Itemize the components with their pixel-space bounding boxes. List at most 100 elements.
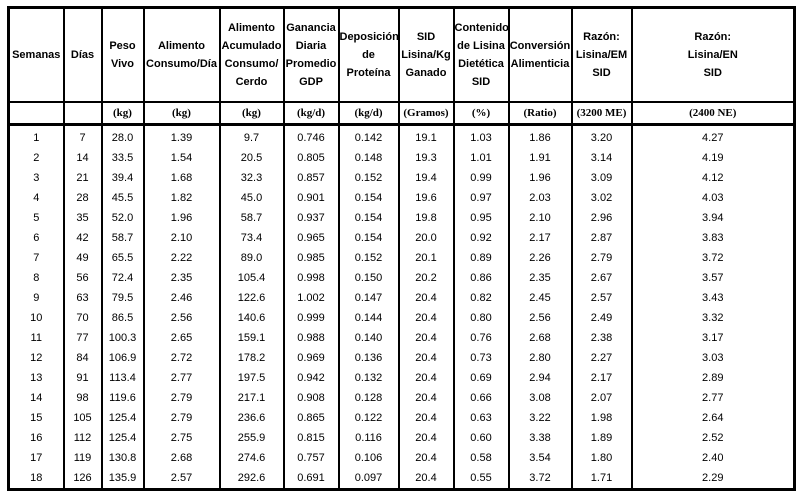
cell-conversion-alimenticia: 2.17 bbox=[507, 228, 573, 248]
cell-conversion-alimenticia: 3.72 bbox=[507, 468, 573, 490]
col-header-sid-lisina-kg-ganado-line: Lisina/Kg bbox=[401, 49, 451, 61]
cell-razon-lisina-en-sid: 3.94 bbox=[630, 208, 796, 228]
cell-contenido-lisina-sid: 0.58 bbox=[452, 448, 510, 468]
cell-conversion-alimenticia: 2.10 bbox=[507, 208, 573, 228]
cell-razon-lisina-en-sid: 3.17 bbox=[630, 328, 796, 348]
cell-razon-lisina-em-sid: 2.38 bbox=[570, 328, 633, 348]
cell-ganancia-diaria-gdp: 0.937 bbox=[282, 208, 340, 228]
cell-razon-lisina-em-sid: 2.27 bbox=[570, 348, 633, 368]
cell-contenido-lisina-sid: 0.55 bbox=[452, 468, 510, 490]
cell-semanas: 16 bbox=[7, 428, 65, 448]
col-header-dias-line: Días bbox=[70, 49, 95, 61]
cell-razon-lisina-em-sid: 2.07 bbox=[570, 388, 633, 408]
col-header-razon-lisina-en-sid-line: Lisina/EN bbox=[687, 49, 738, 61]
cell-razon-lisina-em-sid: 3.14 bbox=[570, 148, 633, 168]
col-header-deposicion-proteina-line: Proteína bbox=[346, 67, 391, 79]
unit-ganancia-diaria-gdp: (kg/d) bbox=[282, 102, 340, 126]
cell-sid-lisina-kg-ganado: 20.4 bbox=[397, 408, 455, 428]
col-header-contenido-lisina-sid-line: SID bbox=[471, 76, 491, 88]
cell-peso-vivo: 113.4 bbox=[100, 368, 145, 388]
col-header-alimento-acumulado-line: Alimento bbox=[227, 22, 276, 34]
cell-razon-lisina-en-sid: 3.57 bbox=[630, 268, 796, 288]
unit-razon-lisina-en-sid: (2400 NE) bbox=[630, 102, 796, 126]
cell-peso-vivo: 130.8 bbox=[100, 448, 145, 468]
cell-semanas: 11 bbox=[7, 328, 65, 348]
cell-sid-lisina-kg-ganado: 20.4 bbox=[397, 328, 455, 348]
cell-semanas: 3 bbox=[7, 168, 65, 188]
cell-sid-lisina-kg-ganado: 19.3 bbox=[397, 148, 455, 168]
cell-peso-vivo: 79.5 bbox=[100, 288, 145, 308]
col-header-semanas-line: Semanas bbox=[12, 49, 61, 61]
cell-deposicion-proteina: 0.147 bbox=[337, 288, 400, 308]
col-header-ganancia-diaria-gdp-line: Promedio bbox=[285, 58, 337, 70]
cell-dias: 84 bbox=[62, 348, 103, 368]
cell-contenido-lisina-sid: 0.73 bbox=[452, 348, 510, 368]
cell-alimento-acumulado: 217.1 bbox=[218, 388, 285, 408]
unit-dias bbox=[62, 102, 103, 126]
cell-sid-lisina-kg-ganado: 20.0 bbox=[397, 228, 455, 248]
table-row: 3 21 39.4 1.68 32.3 0.857 0.152 19.4 0.99 1.96 3.0… bbox=[7, 168, 796, 188]
cell-alimento-acumulado: 292.6 bbox=[218, 468, 285, 490]
cell-razon-lisina-en-sid: 4.27 bbox=[630, 124, 796, 148]
unit-alimento-consumo-dia: (kg) bbox=[142, 102, 221, 126]
cell-alimento-consumo-dia: 2.72 bbox=[142, 348, 221, 368]
cell-peso-vivo: 28.0 bbox=[100, 124, 145, 148]
cell-sid-lisina-kg-ganado: 20.4 bbox=[397, 368, 455, 388]
cell-sid-lisina-kg-ganado: 20.4 bbox=[397, 468, 455, 490]
cell-razon-lisina-em-sid: 2.79 bbox=[570, 248, 633, 268]
cell-contenido-lisina-sid: 1.03 bbox=[452, 124, 510, 148]
cell-semanas: 10 bbox=[7, 308, 65, 328]
cell-conversion-alimenticia: 2.03 bbox=[507, 188, 573, 208]
cell-alimento-consumo-dia: 2.79 bbox=[142, 408, 221, 428]
cell-deposicion-proteina: 0.152 bbox=[337, 168, 400, 188]
cell-razon-lisina-em-sid: 1.98 bbox=[570, 408, 633, 428]
cell-razon-lisina-em-sid: 2.17 bbox=[570, 368, 633, 388]
cell-semanas: 15 bbox=[7, 408, 65, 428]
cell-razon-lisina-en-sid: 3.43 bbox=[630, 288, 796, 308]
cell-ganancia-diaria-gdp: 0.969 bbox=[282, 348, 340, 368]
table-row: 6 42 58.7 2.10 73.4 0.965 0.154 20.0 0.92 2.17 2.8… bbox=[7, 228, 796, 248]
cell-alimento-acumulado: 236.6 bbox=[218, 408, 285, 428]
cell-semanas: 6 bbox=[7, 228, 65, 248]
cell-sid-lisina-kg-ganado: 20.4 bbox=[397, 288, 455, 308]
unit-razon-lisina-em-sid: (3200 ME) bbox=[570, 102, 633, 126]
col-header-peso-vivo-line: Vivo bbox=[110, 58, 135, 70]
cell-alimento-consumo-dia: 1.39 bbox=[142, 124, 221, 148]
cell-alimento-acumulado: 45.0 bbox=[218, 188, 285, 208]
table-body: 1 7 28.0 1.39 9.7 0.746 0.142 19.1 1.03 1.86 3.20 4… bbox=[7, 124, 796, 490]
cell-peso-vivo: 119.6 bbox=[100, 388, 145, 408]
cell-razon-lisina-em-sid: 3.20 bbox=[570, 124, 633, 148]
cell-alimento-consumo-dia: 2.65 bbox=[142, 328, 221, 348]
col-header-alimento-acumulado-line: Acumulado bbox=[221, 40, 282, 52]
unit-alimento-acumulado: (kg) bbox=[218, 102, 285, 126]
cell-contenido-lisina-sid: 0.95 bbox=[452, 208, 510, 228]
col-header-deposicion-proteina-line: de bbox=[362, 49, 375, 61]
cell-semanas: 7 bbox=[7, 248, 65, 268]
col-header-contenido-lisina-sid-line: Dietética bbox=[458, 58, 504, 70]
cell-peso-vivo: 125.4 bbox=[100, 428, 145, 448]
cell-alimento-acumulado: 140.6 bbox=[218, 308, 285, 328]
cell-alimento-acumulado: 122.6 bbox=[218, 288, 285, 308]
cell-razon-lisina-em-sid: 2.49 bbox=[570, 308, 633, 328]
cell-alimento-consumo-dia: 2.68 bbox=[142, 448, 221, 468]
cell-deposicion-proteina: 0.122 bbox=[337, 408, 400, 428]
cell-alimento-consumo-dia: 2.56 bbox=[142, 308, 221, 328]
col-header-alimento-acumulado-line: Consumo/ bbox=[224, 58, 279, 70]
cell-alimento-acumulado: 255.9 bbox=[218, 428, 285, 448]
cell-ganancia-diaria-gdp: 0.908 bbox=[282, 388, 340, 408]
cell-alimento-acumulado: 274.6 bbox=[218, 448, 285, 468]
cell-sid-lisina-kg-ganado: 19.6 bbox=[397, 188, 455, 208]
cell-sid-lisina-kg-ganado: 20.2 bbox=[397, 268, 455, 288]
cell-semanas: 5 bbox=[7, 208, 65, 228]
cell-deposicion-proteina: 0.154 bbox=[337, 188, 400, 208]
cell-ganancia-diaria-gdp: 0.965 bbox=[282, 228, 340, 248]
col-header-razon-lisina-en-sid-line: Razón: bbox=[694, 31, 732, 43]
table-row: 16 112 125.4 2.75 255.9 0.815 0.116 20.4 0.60 3.3… bbox=[7, 428, 796, 448]
table-row: 13 91 113.4 2.77 197.5 0.942 0.132 20.4 0.69 2.94… bbox=[7, 368, 796, 388]
cell-alimento-consumo-dia: 2.35 bbox=[142, 268, 221, 288]
cell-ganancia-diaria-gdp: 0.746 bbox=[282, 124, 340, 148]
cell-semanas: 17 bbox=[7, 448, 65, 468]
cell-ganancia-diaria-gdp: 0.999 bbox=[282, 308, 340, 328]
cell-peso-vivo: 52.0 bbox=[100, 208, 145, 228]
cell-alimento-acumulado: 159.1 bbox=[218, 328, 285, 348]
